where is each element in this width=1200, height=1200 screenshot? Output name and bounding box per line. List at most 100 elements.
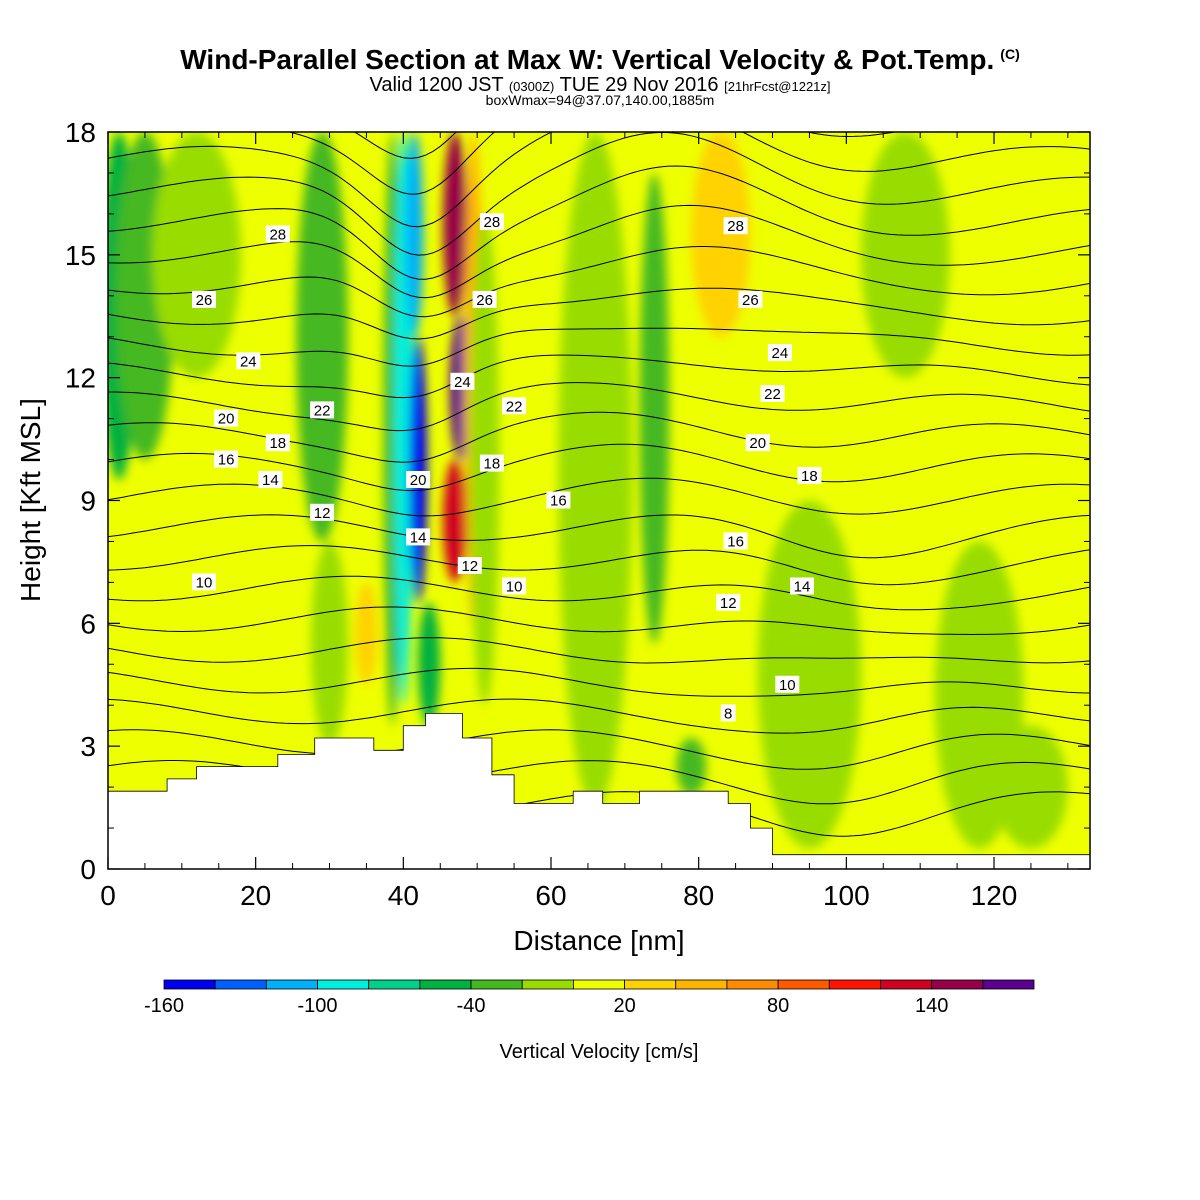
w-feature-17: [558, 132, 633, 808]
y-tick-label-0: 0: [80, 854, 96, 885]
svg-text:10: 10: [506, 579, 523, 596]
svg-text:26: 26: [196, 292, 213, 309]
y-axis-label: Height [Kft MSL]: [15, 398, 46, 602]
x-tick-label-20: 20: [240, 880, 271, 911]
svg-text:18: 18: [484, 456, 501, 473]
chart-title: Wind-Parallel Section at Max W: Vertical…: [0, 44, 1200, 76]
theta-label-4: 20: [214, 409, 239, 428]
colorbar-swatch-1: [214, 979, 267, 990]
colorbar-swatch-4: [368, 979, 421, 990]
w-feature-19: [676, 737, 707, 796]
x-tick-label-120: 120: [971, 880, 1018, 911]
w-feature-23: [861, 132, 950, 378]
svg-text:16: 16: [727, 533, 744, 550]
chart-title-main: Wind-Parallel Section at Max W: Vertical…: [180, 44, 995, 75]
theta-contour-16: [108, 287, 1090, 340]
svg-text:12: 12: [461, 558, 478, 575]
theta-contour-7: [108, 575, 1090, 611]
theta-label-23: 22: [760, 385, 785, 403]
colorbar-swatch-7: [521, 979, 574, 990]
colorbar-swatch-12: [777, 979, 830, 990]
theta-label-12: 24: [450, 372, 475, 391]
w-feature-20: [691, 132, 751, 337]
colorbar-swatch-6: [470, 979, 523, 990]
colorbar-swatch-15: [931, 979, 984, 990]
theta-contour-13: [108, 382, 1090, 432]
svg-text:22: 22: [314, 402, 331, 419]
theta-contour-4: [108, 667, 1090, 697]
theta-label-26: 16: [723, 532, 748, 550]
colorbar-swatch-9: [624, 979, 677, 990]
theta-contour-20: [108, 132, 1090, 256]
terrain-profile: [108, 713, 1090, 869]
theta-contour-14: [108, 354, 1090, 399]
svg-text:18: 18: [269, 435, 286, 452]
w-feature-8: [409, 336, 427, 603]
theta-contour-5: [108, 637, 1090, 664]
theta-label-1: 26: [192, 290, 216, 309]
colorbar-swatch-0: [163, 979, 216, 990]
svg-text:16: 16: [218, 452, 235, 469]
theta-label-0: 28: [265, 225, 290, 243]
colorbar-tick-label-3: 20: [613, 995, 635, 1017]
svg-text:12: 12: [314, 505, 331, 522]
theta-label-25: 18: [797, 466, 822, 485]
theta-label-8: 12: [310, 503, 335, 522]
svg-text:28: 28: [269, 226, 286, 243]
forecast-hour: [21hrFcst@1221z]: [724, 79, 831, 94]
axes: 0 20 40 60 80 100 120 0 3 6 9 12 15 18: [65, 117, 1090, 911]
y-tick-label-15: 15: [65, 240, 96, 271]
theta-contour-18: [108, 204, 1090, 299]
valid-time-utc: (0300Z): [508, 79, 555, 94]
theta-label-11: 26: [472, 290, 497, 309]
colorbar-swatch-11: [726, 979, 779, 990]
svg-text:24: 24: [772, 345, 789, 362]
w-feature-10: [418, 602, 441, 726]
theta-label-16: 16: [546, 491, 571, 510]
theta-label-24: 20: [745, 434, 770, 452]
colorbar-swatch-2: [265, 979, 318, 990]
theta-contour-3: [108, 698, 1090, 734]
svg-text:10: 10: [196, 574, 213, 591]
terrain: [108, 713, 1090, 869]
colorbar-swatch-14: [880, 979, 933, 990]
w-feature-2: [152, 132, 241, 378]
colorbar-swatch-10: [675, 979, 728, 990]
theta-contour-8: [108, 545, 1090, 586]
valid-time-prefix: Valid 1200 JST: [369, 74, 504, 96]
colorbar: -160 -100 -40 20 80 140: [144, 979, 1035, 1017]
w-feature-9: [405, 132, 424, 337]
theta-label-15: 18: [479, 454, 504, 473]
x-tick-label-60: 60: [535, 880, 566, 911]
y-tick-label-18: 18: [65, 117, 96, 148]
svg-text:26: 26: [742, 292, 759, 309]
w-feature-25: [994, 725, 1068, 849]
theta-label-28: 12: [716, 593, 741, 612]
svg-text:20: 20: [749, 435, 766, 452]
svg-text:22: 22: [506, 398, 523, 415]
theta-label-10: 28: [479, 213, 504, 231]
y-tick-label-3: 3: [80, 731, 96, 762]
colorbar-tick-label-2: -40: [457, 995, 486, 1017]
theta-label-5: 18: [265, 434, 290, 452]
theta-label-30: 8: [720, 704, 736, 722]
theta-label-20: 28: [723, 217, 748, 235]
chart-subtitle: Valid 1200 JST (0300Z) TUE 29 Nov 2016 […: [0, 74, 1200, 97]
colorbar-swatch-5: [419, 979, 472, 990]
w-feature-3: [296, 132, 348, 542]
y-tick-label-12: 12: [65, 363, 96, 394]
theta-label-27: 14: [790, 577, 814, 596]
colorbar-swatch-3: [317, 979, 370, 990]
theta-label-17: 14: [406, 528, 431, 546]
theta-contour-11: [108, 443, 1090, 492]
svg-text:24: 24: [454, 374, 471, 391]
svg-text:24: 24: [240, 353, 257, 370]
colorbar-tick-label-1: -100: [298, 995, 338, 1017]
theta-label-3: 22: [310, 401, 335, 419]
valid-date: TUE 29 Nov 2016: [559, 74, 719, 96]
colorbar-swatch-16: [982, 979, 1035, 990]
theta-label-7: 14: [258, 471, 283, 489]
colorbar-tick-label-0: -160: [144, 995, 184, 1017]
vertical-velocity-field: [108, 132, 1090, 869]
